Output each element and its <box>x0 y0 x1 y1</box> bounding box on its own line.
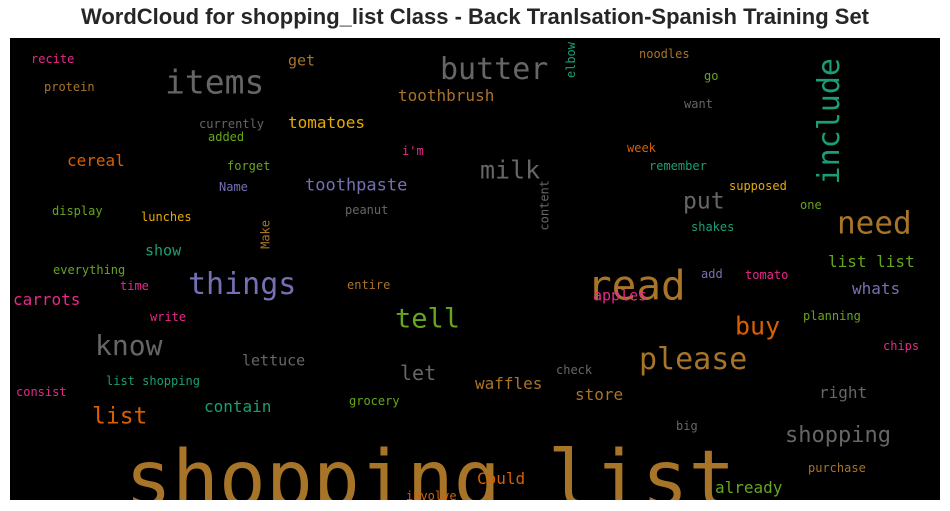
word-carrots: carrots <box>13 290 81 309</box>
word-toothbrush: toothbrush <box>398 86 495 105</box>
word-everything: everything <box>53 263 126 277</box>
word-shopping-list: shopping list <box>125 435 736 500</box>
word-show: show <box>145 241 182 259</box>
word-noodles: noodles <box>639 47 690 61</box>
word-read: read <box>587 261 686 309</box>
word-i-m: i'm <box>402 144 424 158</box>
word-shakes: shakes <box>691 220 735 234</box>
word-supposed: supposed <box>729 179 787 193</box>
word-planning: planning <box>803 309 861 323</box>
word-peanut: peanut <box>345 203 389 217</box>
word-right: right <box>819 383 868 402</box>
word-could: Could <box>477 469 526 488</box>
word-shopping: shopping <box>785 423 891 448</box>
word-tell: tell <box>395 303 461 334</box>
word-tomatoes: tomatoes <box>288 113 366 132</box>
word-elbow: elbow <box>563 42 578 79</box>
word-list-shopping: list shopping <box>106 374 200 388</box>
word-want: want <box>684 97 713 111</box>
word-go: go <box>704 69 719 83</box>
word-purchase: purchase <box>808 461 866 475</box>
word-know: know <box>95 329 163 362</box>
word-get: get <box>288 51 316 69</box>
word-things: things <box>188 267 297 302</box>
word-remember: remember <box>649 159 707 173</box>
word-store: store <box>575 385 624 404</box>
word-currently: currently <box>199 117 265 131</box>
word-chips: chips <box>883 339 920 353</box>
word-let: let <box>400 361 437 385</box>
word-entire: entire <box>347 278 391 292</box>
word-toothpaste: toothpaste <box>305 175 408 195</box>
word-content: content <box>537 180 552 231</box>
word-need: need <box>837 205 912 241</box>
word-buy: buy <box>735 311 781 340</box>
word-already: already <box>715 478 783 497</box>
word-display: display <box>52 204 103 218</box>
word-forget: forget <box>227 159 271 173</box>
word-protein: protein <box>44 80 95 94</box>
word-please: please <box>639 342 748 377</box>
word-butter: butter <box>440 52 549 87</box>
word-big: big <box>676 419 698 433</box>
word-add: add <box>701 267 723 281</box>
word-tomato: tomato <box>745 268 789 282</box>
word-list: list <box>92 403 148 429</box>
word-contain: contain <box>204 397 272 416</box>
word-whats: whats <box>852 279 901 298</box>
word-involve: involve <box>406 489 457 500</box>
word-time: time <box>120 279 149 293</box>
word-cloud: shopping list read items butter include need t… <box>10 38 940 500</box>
word-one: one <box>800 198 822 212</box>
word-make: Make <box>258 220 273 249</box>
word-put: put <box>683 188 725 214</box>
word-grocery: grocery <box>349 394 400 408</box>
word-waffles: waffles <box>475 374 543 393</box>
word-consist: consist <box>16 385 67 399</box>
word-milk: milk <box>480 155 541 184</box>
word-recite: recite <box>31 52 75 66</box>
word-include: include <box>811 58 847 185</box>
word-week: week <box>627 141 656 155</box>
word-list-list: list list <box>828 252 915 271</box>
word-lettuce: lettuce <box>242 351 306 369</box>
word-added: added <box>208 130 245 144</box>
word-write: write <box>150 310 187 324</box>
word-cereal: cereal <box>67 151 125 170</box>
word-lunches: lunches <box>141 210 192 224</box>
word-apples: apples <box>593 286 648 304</box>
word-name: Name <box>219 180 248 194</box>
chart-title: WordCloud for shopping_list Class - Back… <box>80 4 870 29</box>
word-check: check <box>556 363 593 377</box>
word-items: items <box>165 62 265 101</box>
